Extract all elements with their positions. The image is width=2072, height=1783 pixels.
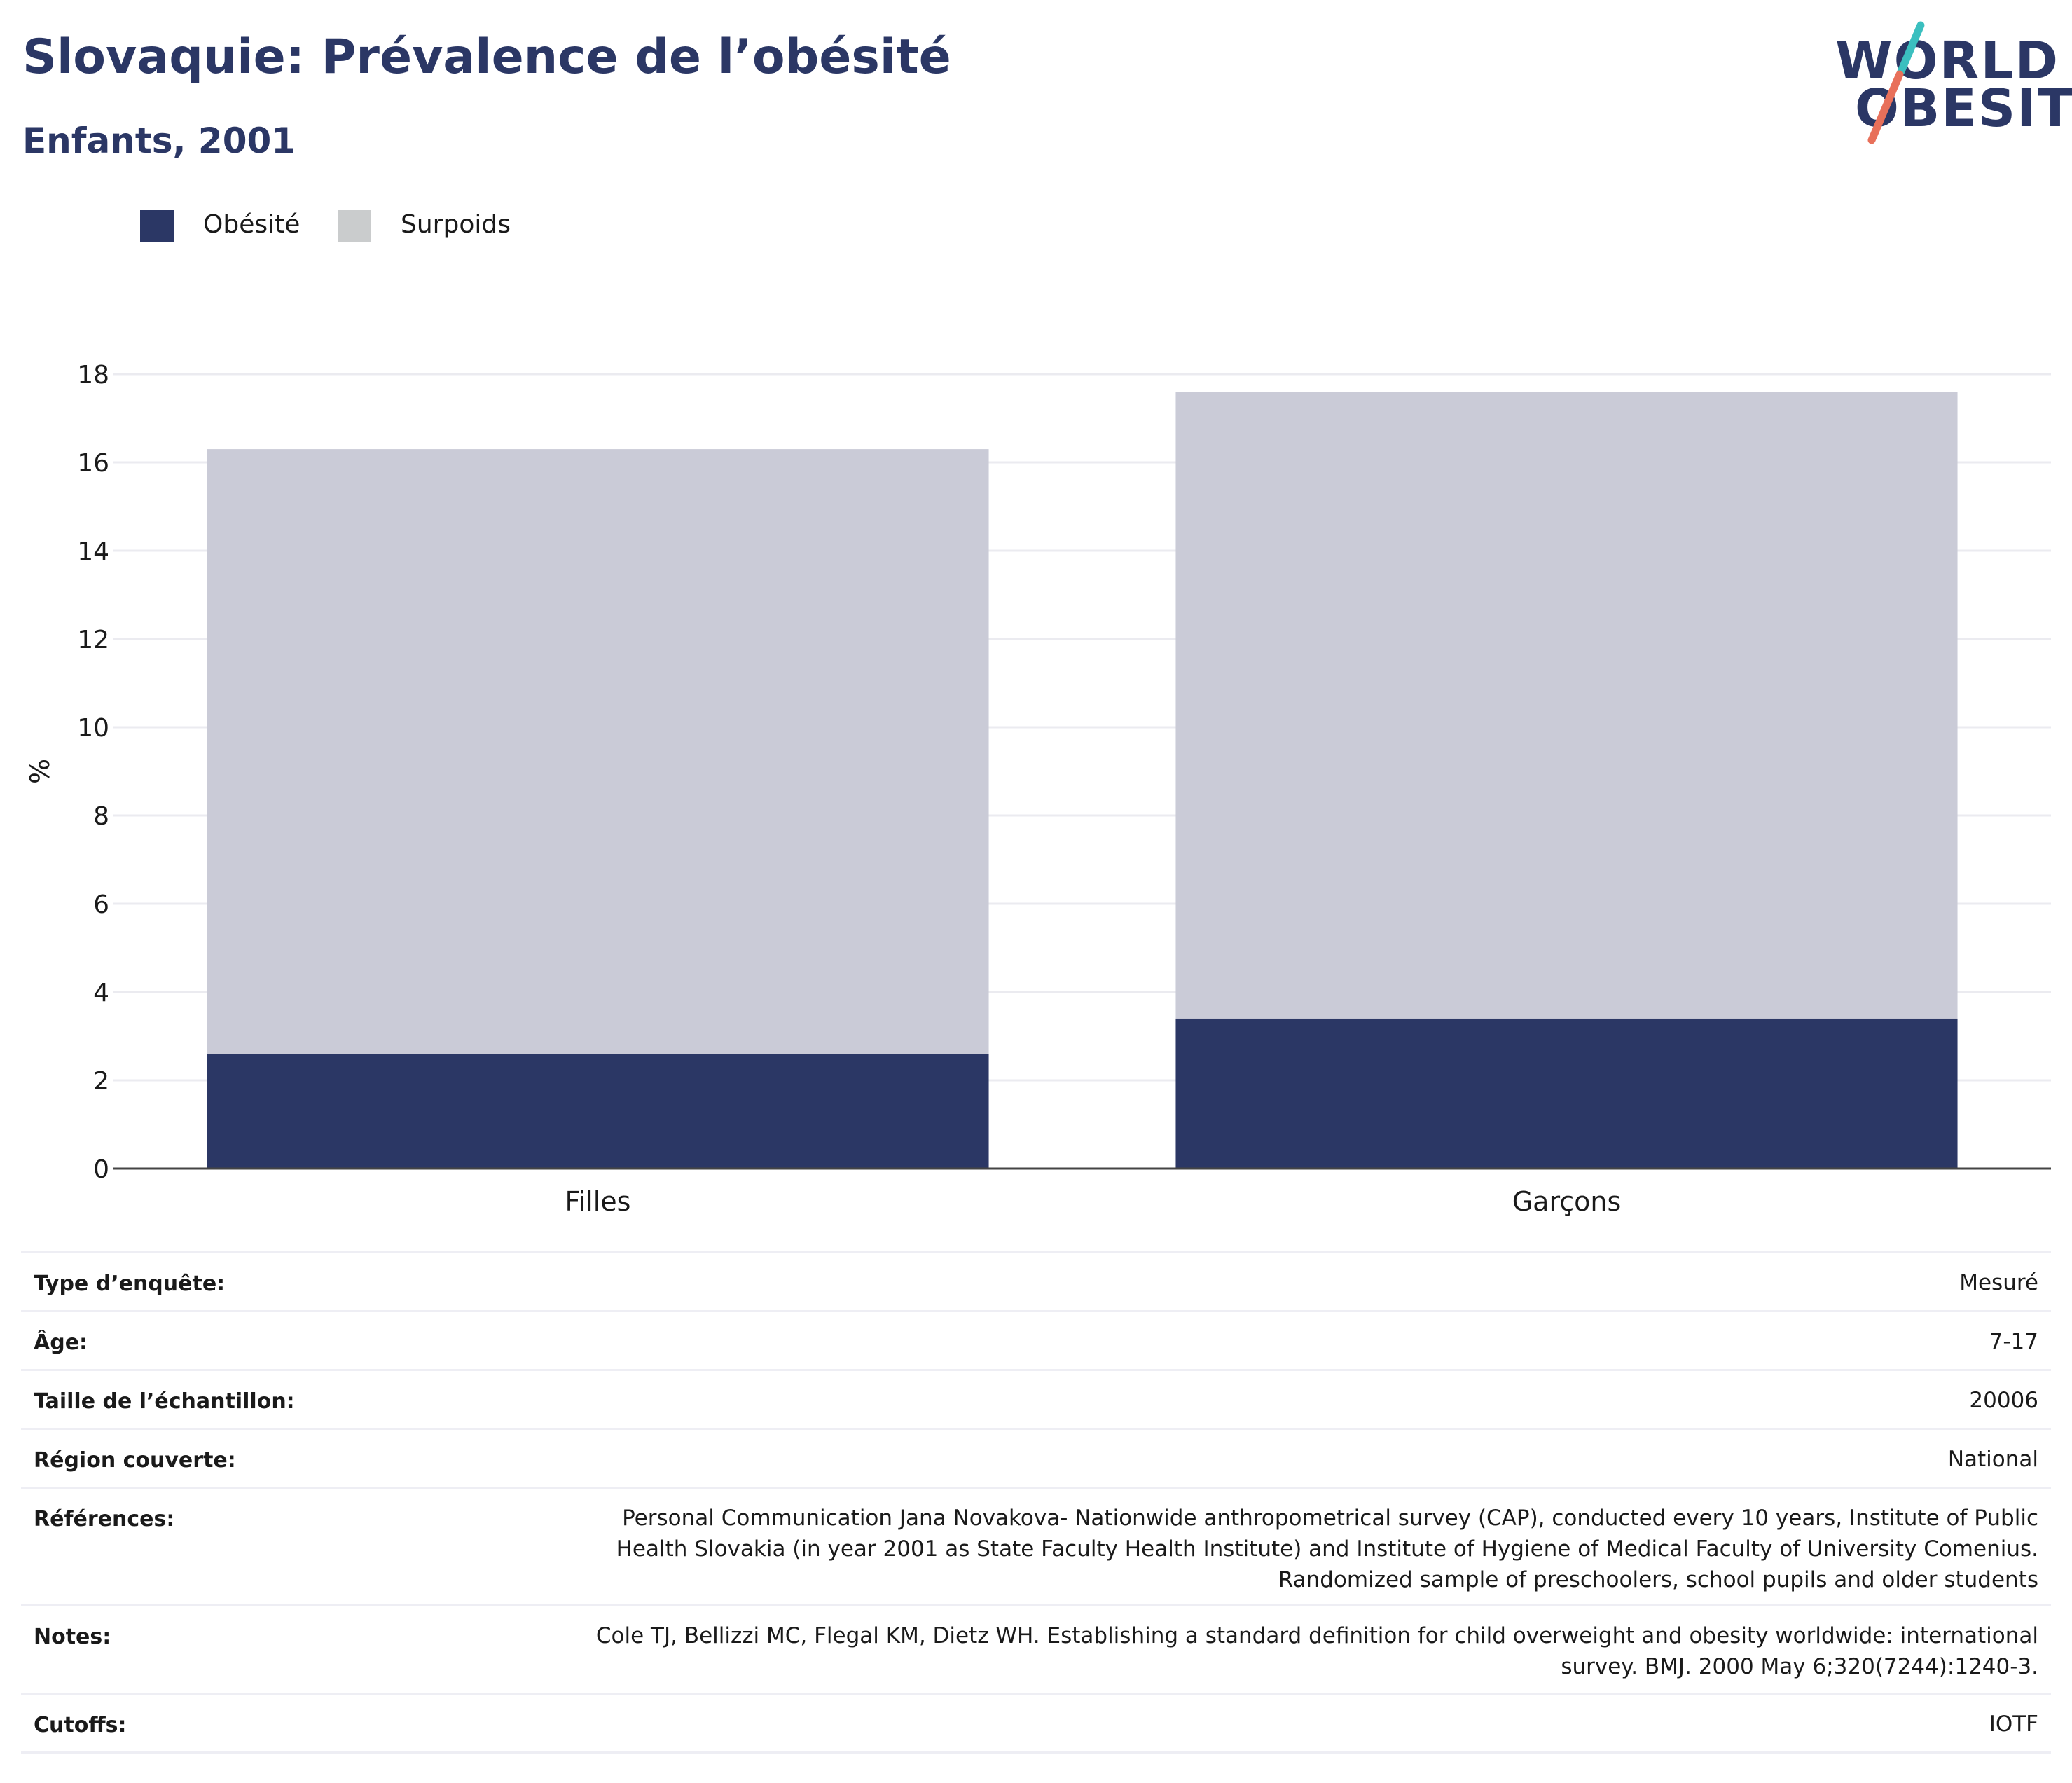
info-row: Notes: Cole TJ, Bellizzi MC, Flegal KM, D… [21,1604,2051,1693]
info-row: Région couverte: National [21,1428,2051,1487]
info-key: Région couverte: [34,1448,236,1473]
world-obesity-logo: WORLD OBESITY [1828,15,2072,149]
info-value: IOTF [1989,1712,2038,1737]
legend-label-surpoids: Surpoids [401,210,511,239]
info-value: Cole TJ, Bellizzi MC, Flegal KM, Dietz W… [595,1623,2038,1679]
y-tick-label: 10 [77,714,109,743]
info-value: 7-17 [1989,1329,2038,1354]
page-subtitle: Enfants, 2001 [22,121,296,161]
y-tick-label: 2 [93,1067,109,1096]
bar-obesite-garons [1175,1018,1958,1169]
x-tick-label: Filles [565,1186,631,1217]
bar-surpoids-garons [1175,392,1958,1019]
info-row: Cutoffs: IOTF [21,1693,2051,1751]
page-title: Slovaquie: Prévalence de l’obésité [22,29,951,85]
y-tick-label: 0 [93,1155,109,1184]
y-tick-label: 6 [93,890,109,919]
bar-obesite-filles [207,1054,989,1169]
logo-line-world: WORLD [1835,31,2060,91]
legend-swatch-surpoids [338,210,371,242]
info-key: Cutoffs: [34,1713,127,1737]
legend-label-obesite: Obésité [203,210,301,239]
x-tick-label: Garçons [1512,1186,1622,1217]
info-row: Âge: 7-17 [21,1310,2051,1369]
info-value: 20006 [1969,1388,2038,1413]
info-key: Type d’enquête: [34,1272,226,1296]
bar-surpoids-filles [207,449,989,1054]
info-row: Taille de l’échantillon: 20006 [21,1369,2051,1428]
info-table-bottom-border [21,1751,2051,1754]
info-value: Mesuré [1959,1270,2038,1295]
y-tick-label: 16 [77,449,109,478]
y-tick-label: 12 [77,626,109,654]
logo-slash-icon [1867,21,1925,144]
info-key: Références: [34,1507,175,1531]
y-tick-label: 4 [93,979,109,1007]
y-tick-label: 8 [93,802,109,831]
y-axis-label: % [25,759,55,784]
info-key: Notes: [34,1625,111,1649]
info-row: Références: Personal Communication Jana N… [21,1487,2051,1604]
y-tick-label: 14 [77,537,109,566]
survey-info-table: Type d’enquête: Mesuré Âge: 7-17 Taille de l… [21,1251,2051,1754]
legend-swatch-obesite [140,210,174,242]
info-row: Type d’enquête: Mesuré [21,1251,2051,1310]
info-key: Âge: [34,1330,88,1355]
info-key: Taille de l’échantillon: [34,1389,295,1414]
info-value: National [1947,1447,2038,1472]
y-tick-label: 18 [77,361,109,390]
stacked-bar-chart: 0 2 4 6 8 10 12 14 16 18% Filles Garçons [25,361,2051,1217]
info-value: Personal Communication Jana Novakova- Na… [616,1506,2038,1592]
